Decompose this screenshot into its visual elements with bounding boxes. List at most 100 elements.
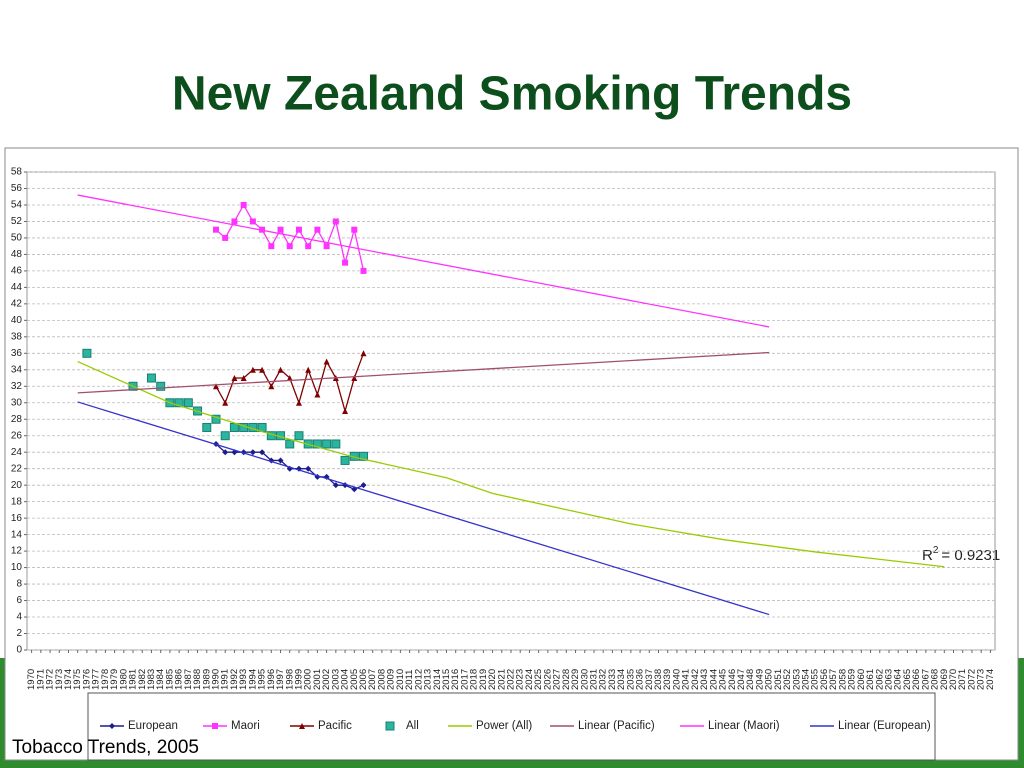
x-tick-label: 2067 xyxy=(920,669,931,690)
series-line xyxy=(77,194,770,328)
y-tick-label: 58 xyxy=(11,167,23,178)
y-tick-label: 4 xyxy=(16,612,22,623)
x-tick-label: 1986 xyxy=(174,669,185,690)
point xyxy=(222,449,229,456)
point xyxy=(249,366,256,373)
x-tick-label: 2041 xyxy=(681,669,692,690)
x-tick-label: 2039 xyxy=(662,669,673,690)
legend-label: Linear (Pacific) xyxy=(578,720,655,732)
y-tick-label: 0 xyxy=(16,645,22,656)
y-tick-label: 52 xyxy=(11,216,23,227)
x-tick-label: 2002 xyxy=(321,669,332,690)
series-line xyxy=(77,360,945,568)
x-tick-label: 2009 xyxy=(386,669,397,690)
y-tick-label: 50 xyxy=(11,233,23,244)
y-tick-label: 28 xyxy=(11,414,23,425)
x-tick-label: 2007 xyxy=(367,669,378,690)
slide-title: New Zealand Smoking Trends xyxy=(172,68,852,121)
point xyxy=(323,243,330,250)
x-tick-label: 2066 xyxy=(911,669,922,690)
x-tick-label: 2070 xyxy=(948,669,959,690)
x-tick-label: 2060 xyxy=(856,669,867,690)
x-tick-label: 2019 xyxy=(478,669,489,690)
x-tick-label: 2015 xyxy=(441,669,452,690)
point xyxy=(285,439,295,449)
x-tick-label: 2052 xyxy=(782,669,793,690)
point xyxy=(305,465,312,472)
y-tick-label: 10 xyxy=(11,562,23,573)
x-tick-label: 2035 xyxy=(625,669,636,690)
x-tick-label: 2058 xyxy=(837,669,848,690)
point xyxy=(295,226,302,233)
legend-label: Linear (European) xyxy=(838,720,931,732)
legend-label: Power (All) xyxy=(476,720,532,732)
x-tick-label: 2044 xyxy=(708,669,719,690)
point xyxy=(222,399,229,406)
y-tick-label: 6 xyxy=(16,595,22,606)
x-tick-label: 1978 xyxy=(100,669,111,690)
point xyxy=(259,366,266,373)
point xyxy=(146,373,156,383)
x-tick-label: 2063 xyxy=(883,669,894,690)
point xyxy=(249,449,256,456)
x-tick-label: 2000 xyxy=(303,669,314,690)
point xyxy=(277,226,284,233)
point xyxy=(331,439,341,449)
y-tick-label: 26 xyxy=(11,430,23,441)
r-squared-text: = 0.9231 xyxy=(941,547,1000,564)
legend-label: Linear (Maori) xyxy=(708,720,780,732)
x-tick-label: 2073 xyxy=(976,669,987,690)
y-tick-label: 2 xyxy=(16,628,22,639)
x-tick-label: 2013 xyxy=(423,669,434,690)
x-tick-label: 2065 xyxy=(902,669,913,690)
y-tick-label: 12 xyxy=(11,546,23,557)
x-tick-label: 2050 xyxy=(764,669,775,690)
x-tick-label: 1998 xyxy=(284,669,295,690)
point xyxy=(358,451,368,461)
point xyxy=(295,399,302,406)
r-squared-exponent: 2 xyxy=(933,545,939,556)
y-tick-label: 34 xyxy=(11,364,23,375)
x-tick-label: 2049 xyxy=(754,669,765,690)
point xyxy=(259,449,266,456)
point xyxy=(305,366,312,373)
point xyxy=(360,267,367,274)
x-tick-label: 2059 xyxy=(847,669,858,690)
point xyxy=(360,350,367,357)
point xyxy=(183,398,193,408)
x-tick-label: 1992 xyxy=(229,669,240,690)
x-tick-label: 2004 xyxy=(340,669,351,690)
y-tick-label: 22 xyxy=(11,463,23,474)
x-tick-label: 2014 xyxy=(432,669,443,690)
r-squared: R2 = 0.9231 xyxy=(922,545,1000,564)
x-tick-label: 2055 xyxy=(810,669,821,690)
x-tick-label: 2036 xyxy=(635,669,646,690)
x-tick-label: 2032 xyxy=(598,669,609,690)
x-tick-label: 2005 xyxy=(349,669,360,690)
point xyxy=(286,375,293,382)
x-tick-label: 2020 xyxy=(487,669,498,690)
legend-marker xyxy=(212,723,218,729)
x-tick-label: 2062 xyxy=(874,669,885,690)
legend-marker xyxy=(299,723,305,729)
y-tick-label: 24 xyxy=(11,447,23,458)
x-tick-label: 1983 xyxy=(146,669,157,690)
x-tick-label: 1999 xyxy=(293,669,304,690)
x-tick-label: 1972 xyxy=(45,669,56,690)
point xyxy=(222,234,229,241)
x-tick-label: 2053 xyxy=(791,669,802,690)
point xyxy=(314,391,321,398)
point xyxy=(202,422,212,432)
y-tick-label: 36 xyxy=(11,348,23,359)
y-tick-label: 40 xyxy=(11,315,23,326)
point xyxy=(323,358,330,365)
x-tick-label: 2001 xyxy=(312,669,323,690)
point xyxy=(277,366,284,373)
x-tick-label: 2042 xyxy=(690,669,701,690)
x-tick-label: 2054 xyxy=(801,669,812,690)
x-tick-label: 2069 xyxy=(939,669,950,690)
x-tick-label: 2026 xyxy=(542,669,553,690)
point xyxy=(351,375,358,382)
x-tick-label: 1987 xyxy=(183,669,194,690)
x-tick-label: 1976 xyxy=(81,669,92,690)
